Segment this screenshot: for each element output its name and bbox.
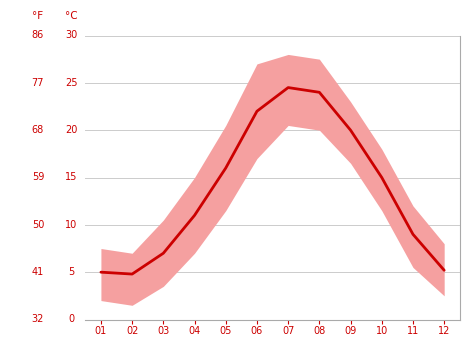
Text: 10: 10: [65, 220, 77, 230]
Text: 77: 77: [32, 78, 44, 88]
Text: 30: 30: [65, 31, 77, 40]
Text: 86: 86: [32, 31, 44, 40]
Text: 20: 20: [65, 125, 77, 135]
Text: 59: 59: [32, 173, 44, 182]
Text: °C: °C: [65, 11, 77, 21]
Text: 25: 25: [65, 78, 77, 88]
Text: 15: 15: [65, 173, 77, 182]
Text: 32: 32: [32, 315, 44, 324]
Text: 0: 0: [68, 315, 74, 324]
Text: °F: °F: [32, 11, 44, 21]
Text: 5: 5: [68, 267, 74, 277]
Text: 68: 68: [32, 125, 44, 135]
Text: 41: 41: [32, 267, 44, 277]
Text: 50: 50: [32, 220, 44, 230]
